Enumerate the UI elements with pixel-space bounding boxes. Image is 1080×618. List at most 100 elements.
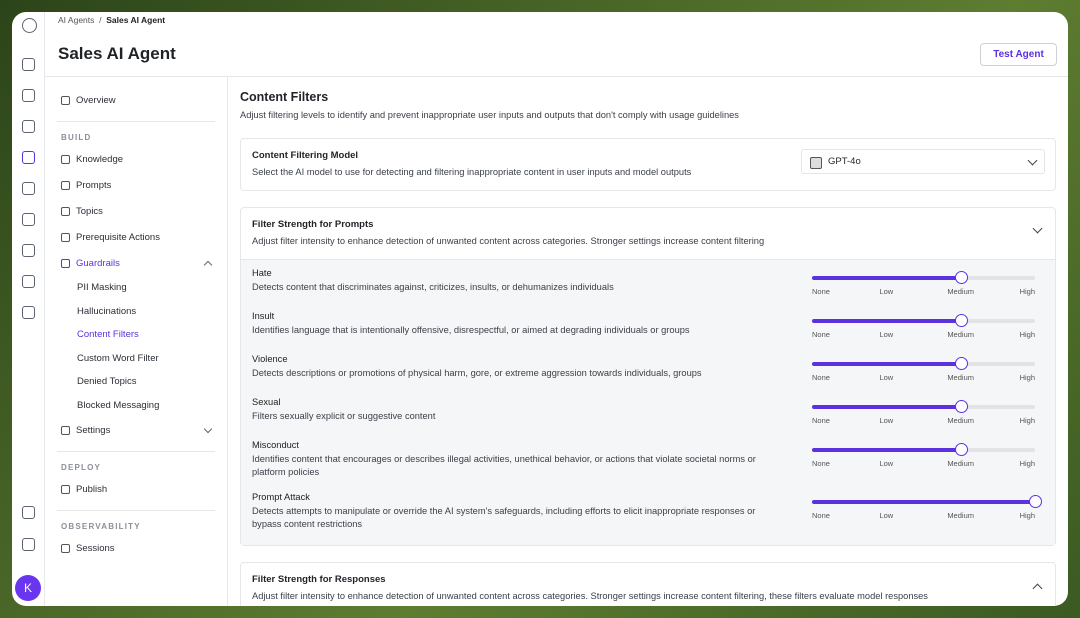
slider-knob[interactable] [1029,495,1042,508]
filter-name: Misconduct [252,440,300,450]
chevron [1027,155,1038,166]
nav-icon [61,154,70,164]
filter-row: Violence Detects descriptions or promotio… [252,349,1044,392]
slider-label: Medium [947,330,974,339]
nav-label: Prerequisite Actions [76,231,160,243]
slider-label: None [812,373,830,382]
nav-item[interactable]: Overview [57,87,215,113]
slider-fill [812,319,961,323]
nav-item[interactable]: PII Masking [57,276,215,300]
slider-knob[interactable] [954,271,968,284]
slider-label: High [1019,511,1035,520]
nav-label: Guardrails [76,257,120,269]
filter-name: Insult [252,311,275,321]
nav-item[interactable]: Prompts [57,172,215,198]
page-title: Sales AI Agent [58,44,176,63]
nav-icon [61,180,70,190]
nav-icon [61,543,70,553]
slider-knob[interactable] [954,443,968,456]
filter-description: Detects attempts to manipulate or overri… [252,506,756,529]
filter-row: Insult Identifies language that is intent… [252,306,1044,349]
slider-knob[interactable] [954,400,968,413]
slider-label: Low [879,330,894,339]
slider-label: Low [879,287,894,296]
nav-icon[interactable] [22,58,35,71]
nav-icon[interactable] [22,213,35,226]
nav-icon[interactable] [22,244,35,257]
test-agent-button[interactable]: Test Agent [980,43,1057,66]
divider [45,76,1068,77]
filter-card: Filter Strength for Prompts Adjust filter… [240,207,1056,546]
nav-item[interactable]: Hallucinations [57,300,215,324]
slider-label: Medium [947,459,974,468]
icon-rail: K [12,12,45,606]
nav-item[interactable]: Sessions [57,535,215,561]
nav-label: Hallucinations [77,305,137,317]
nav-icon[interactable] [22,151,35,164]
chevron [203,260,213,270]
nav-item[interactable]: Blocked Messaging [57,394,215,418]
card-title: Content Filtering Model [252,150,359,161]
nav-icon [61,425,70,435]
model-card: Content Filtering Model Select the AI mod… [240,138,1056,191]
divider [57,451,215,452]
nav-label: Custom Word Filter [77,352,159,364]
nav-icon[interactable] [22,182,35,195]
model-select[interactable]: GPT-4o [801,149,1045,174]
slider-knob[interactable] [954,314,968,327]
slider-label: Low [879,459,894,468]
nav-item[interactable]: Settings [57,417,215,443]
nav-item[interactable]: Custom Word Filter [57,347,215,371]
nav-label: Denied Topics [77,376,137,388]
slider-label: Low [879,416,894,425]
nav-item[interactable]: Topics [57,198,215,224]
filter-description: Detects content that discriminates again… [252,282,614,292]
nav-icon [61,232,70,242]
nav-label: Sessions [76,542,115,554]
nav-icon[interactable] [22,306,35,319]
slider-fill [812,362,961,366]
nav-label: Publish [76,483,108,495]
card-description: Adjust filter intensity to enhance detec… [252,236,765,246]
section-description: Adjust filtering levels to identify and … [240,110,739,120]
filter-description: Detects descriptions or promotions of ph… [252,368,702,378]
avatar[interactable]: K [15,575,41,601]
filter-description: Identifies language that is intentionall… [252,325,690,335]
card-header[interactable]: Filter Strength for Prompts Adjust filter… [241,208,1055,259]
filter-row: Hate Detects content that discriminates a… [252,263,1044,306]
nav-item[interactable]: Denied Topics [57,370,215,394]
slider-label: None [812,459,830,468]
slider-fill [812,448,961,452]
filter-name: Sexual [252,397,281,407]
nav-label: Overview [76,94,116,106]
slider-knob[interactable] [954,357,968,370]
filter-name: Prompt Attack [252,492,310,502]
nav-icon[interactable] [22,120,35,133]
slider-label: High [1019,459,1035,468]
nav-icon[interactable] [22,275,35,288]
nav-icon[interactable] [22,506,35,519]
filter-card: Filter Strength for Responses Adjust filt… [240,562,1056,606]
divider [57,121,215,122]
nav-item[interactable]: Knowledge [57,146,215,172]
nav-icon[interactable] [22,89,35,102]
sidebar: Overview BUILD Knowledge Prompts Topics Prere… [45,77,228,606]
card-header[interactable]: Filter Strength for Responses Adjust filt… [241,563,1055,606]
nav-item[interactable]: Content Filters [57,323,215,347]
slider-label: None [812,416,830,425]
nav-item[interactable]: Publish [57,476,215,502]
nav-label: Knowledge [76,153,124,165]
nav-icon [61,206,70,216]
nav-icon [61,95,70,105]
nav-icon[interactable] [22,538,35,551]
nav-label: Settings [76,424,111,436]
breadcrumb-link[interactable]: AI Agents [58,15,95,25]
card-description: Select the AI model to use for detecting… [252,167,692,177]
select-value: GPT-4o [828,156,861,167]
nav-item[interactable]: Guardrails [57,250,215,276]
nav-item[interactable]: Prerequisite Actions [57,224,215,250]
slider-label: High [1019,416,1035,425]
filter-row: Misconduct Identifies content that encour… [252,435,1044,487]
nav-label: Topics [76,205,103,217]
